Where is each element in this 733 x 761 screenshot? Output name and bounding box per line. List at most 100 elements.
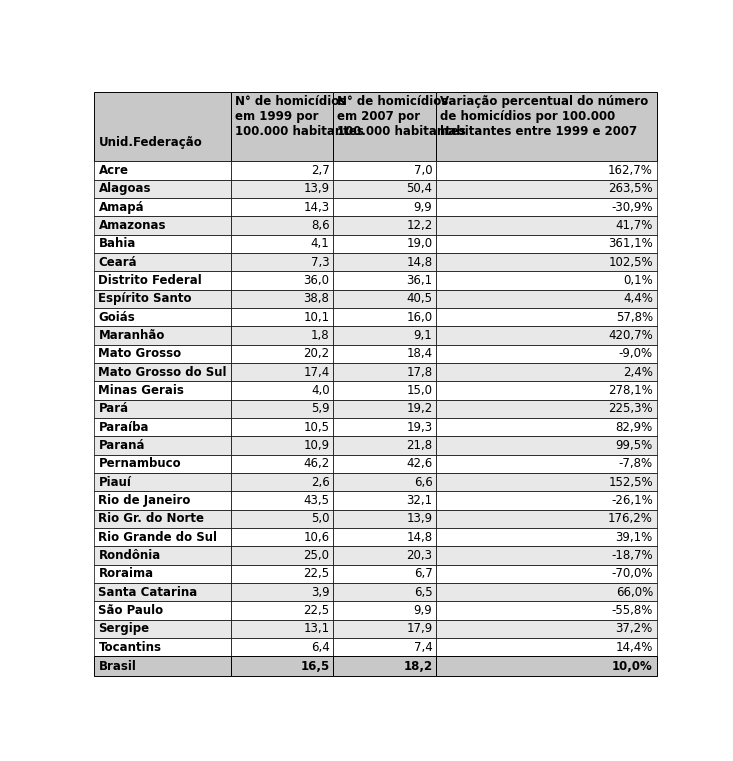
Text: 19,3: 19,3 — [406, 421, 432, 434]
Bar — [231, 601, 334, 619]
Text: 36,0: 36,0 — [303, 274, 330, 287]
Text: São Paulo: São Paulo — [98, 604, 163, 617]
Text: 82,9%: 82,9% — [616, 421, 653, 434]
Bar — [231, 272, 334, 290]
Text: 9,9: 9,9 — [413, 604, 432, 617]
Bar — [231, 454, 334, 473]
Bar — [334, 528, 436, 546]
Bar — [334, 473, 436, 492]
Bar — [231, 363, 334, 381]
Bar — [95, 619, 231, 638]
Text: 18,2: 18,2 — [403, 660, 432, 673]
Bar — [436, 381, 657, 400]
Bar — [231, 326, 334, 345]
Bar — [436, 656, 657, 676]
Bar — [95, 510, 231, 528]
Bar — [95, 308, 231, 326]
Text: Sergipe: Sergipe — [98, 622, 150, 635]
Text: 13,9: 13,9 — [406, 512, 432, 525]
Text: 420,7%: 420,7% — [608, 329, 653, 342]
Bar — [95, 234, 231, 253]
Bar — [334, 546, 436, 565]
Text: 102,5%: 102,5% — [608, 256, 653, 269]
Bar — [231, 198, 334, 216]
Bar — [334, 253, 436, 272]
Text: 6,4: 6,4 — [311, 641, 330, 654]
Bar — [436, 473, 657, 492]
Bar — [95, 492, 231, 510]
Text: Acre: Acre — [98, 164, 128, 177]
Text: Distrito Federal: Distrito Federal — [98, 274, 202, 287]
Bar — [231, 619, 334, 638]
Text: Paraíba: Paraíba — [98, 421, 149, 434]
Text: Goiás: Goiás — [98, 310, 135, 323]
Bar — [95, 161, 231, 180]
Bar — [95, 638, 231, 656]
Text: 5,0: 5,0 — [311, 512, 330, 525]
Bar — [334, 638, 436, 656]
Bar — [334, 198, 436, 216]
Text: 3,9: 3,9 — [311, 586, 330, 599]
Text: Bahia: Bahia — [98, 237, 136, 250]
Text: Espírito Santo: Espírito Santo — [98, 292, 192, 305]
Bar — [231, 638, 334, 656]
Text: 41,7%: 41,7% — [616, 219, 653, 232]
Text: Rio Grande do Sul: Rio Grande do Sul — [98, 530, 218, 543]
Bar — [436, 510, 657, 528]
Bar — [231, 400, 334, 418]
Text: 40,5: 40,5 — [406, 292, 432, 305]
Text: 14,4%: 14,4% — [616, 641, 653, 654]
Bar — [95, 565, 231, 583]
Text: 13,9: 13,9 — [303, 183, 330, 196]
Bar — [436, 93, 657, 161]
Bar — [95, 180, 231, 198]
Bar — [95, 363, 231, 381]
Bar — [334, 290, 436, 308]
Text: 4,4%: 4,4% — [623, 292, 653, 305]
Text: 15,0: 15,0 — [406, 384, 432, 397]
Bar — [231, 473, 334, 492]
Text: Amazonas: Amazonas — [98, 219, 166, 232]
Bar — [334, 601, 436, 619]
Bar — [334, 93, 436, 161]
Bar — [334, 234, 436, 253]
Text: 10,5: 10,5 — [303, 421, 330, 434]
Text: 10,9: 10,9 — [303, 439, 330, 452]
Bar — [95, 216, 231, 234]
Text: 14,8: 14,8 — [406, 530, 432, 543]
Text: 13,1: 13,1 — [303, 622, 330, 635]
Bar — [231, 93, 334, 161]
Bar — [95, 253, 231, 272]
Bar — [334, 418, 436, 436]
Text: 12,2: 12,2 — [406, 219, 432, 232]
Text: Amapá: Amapá — [98, 201, 144, 214]
Bar — [95, 436, 231, 454]
Text: 9,9: 9,9 — [413, 201, 432, 214]
Text: Rondônia: Rondônia — [98, 549, 161, 562]
Bar — [231, 546, 334, 565]
Text: -70,0%: -70,0% — [611, 567, 653, 581]
Text: -26,1%: -26,1% — [611, 494, 653, 507]
Bar — [334, 345, 436, 363]
Bar — [436, 326, 657, 345]
Text: -9,0%: -9,0% — [619, 347, 653, 360]
Text: 17,4: 17,4 — [303, 365, 330, 379]
Text: N° de homicídios
em 2007 por
100.000 habitantes: N° de homicídios em 2007 por 100.000 hab… — [337, 95, 466, 138]
Bar — [231, 583, 334, 601]
Bar — [436, 418, 657, 436]
Bar — [436, 601, 657, 619]
Bar — [95, 656, 231, 676]
Text: 6,5: 6,5 — [414, 586, 432, 599]
Text: 8,6: 8,6 — [311, 219, 330, 232]
Text: 7,0: 7,0 — [414, 164, 432, 177]
Text: 10,6: 10,6 — [303, 530, 330, 543]
Text: 361,1%: 361,1% — [608, 237, 653, 250]
Text: 6,7: 6,7 — [413, 567, 432, 581]
Text: Mato Grosso do Sul: Mato Grosso do Sul — [98, 365, 227, 379]
Bar — [436, 363, 657, 381]
Text: 14,3: 14,3 — [303, 201, 330, 214]
Text: Piauí: Piauí — [98, 476, 131, 489]
Bar — [436, 528, 657, 546]
Bar — [334, 492, 436, 510]
Bar — [231, 234, 334, 253]
